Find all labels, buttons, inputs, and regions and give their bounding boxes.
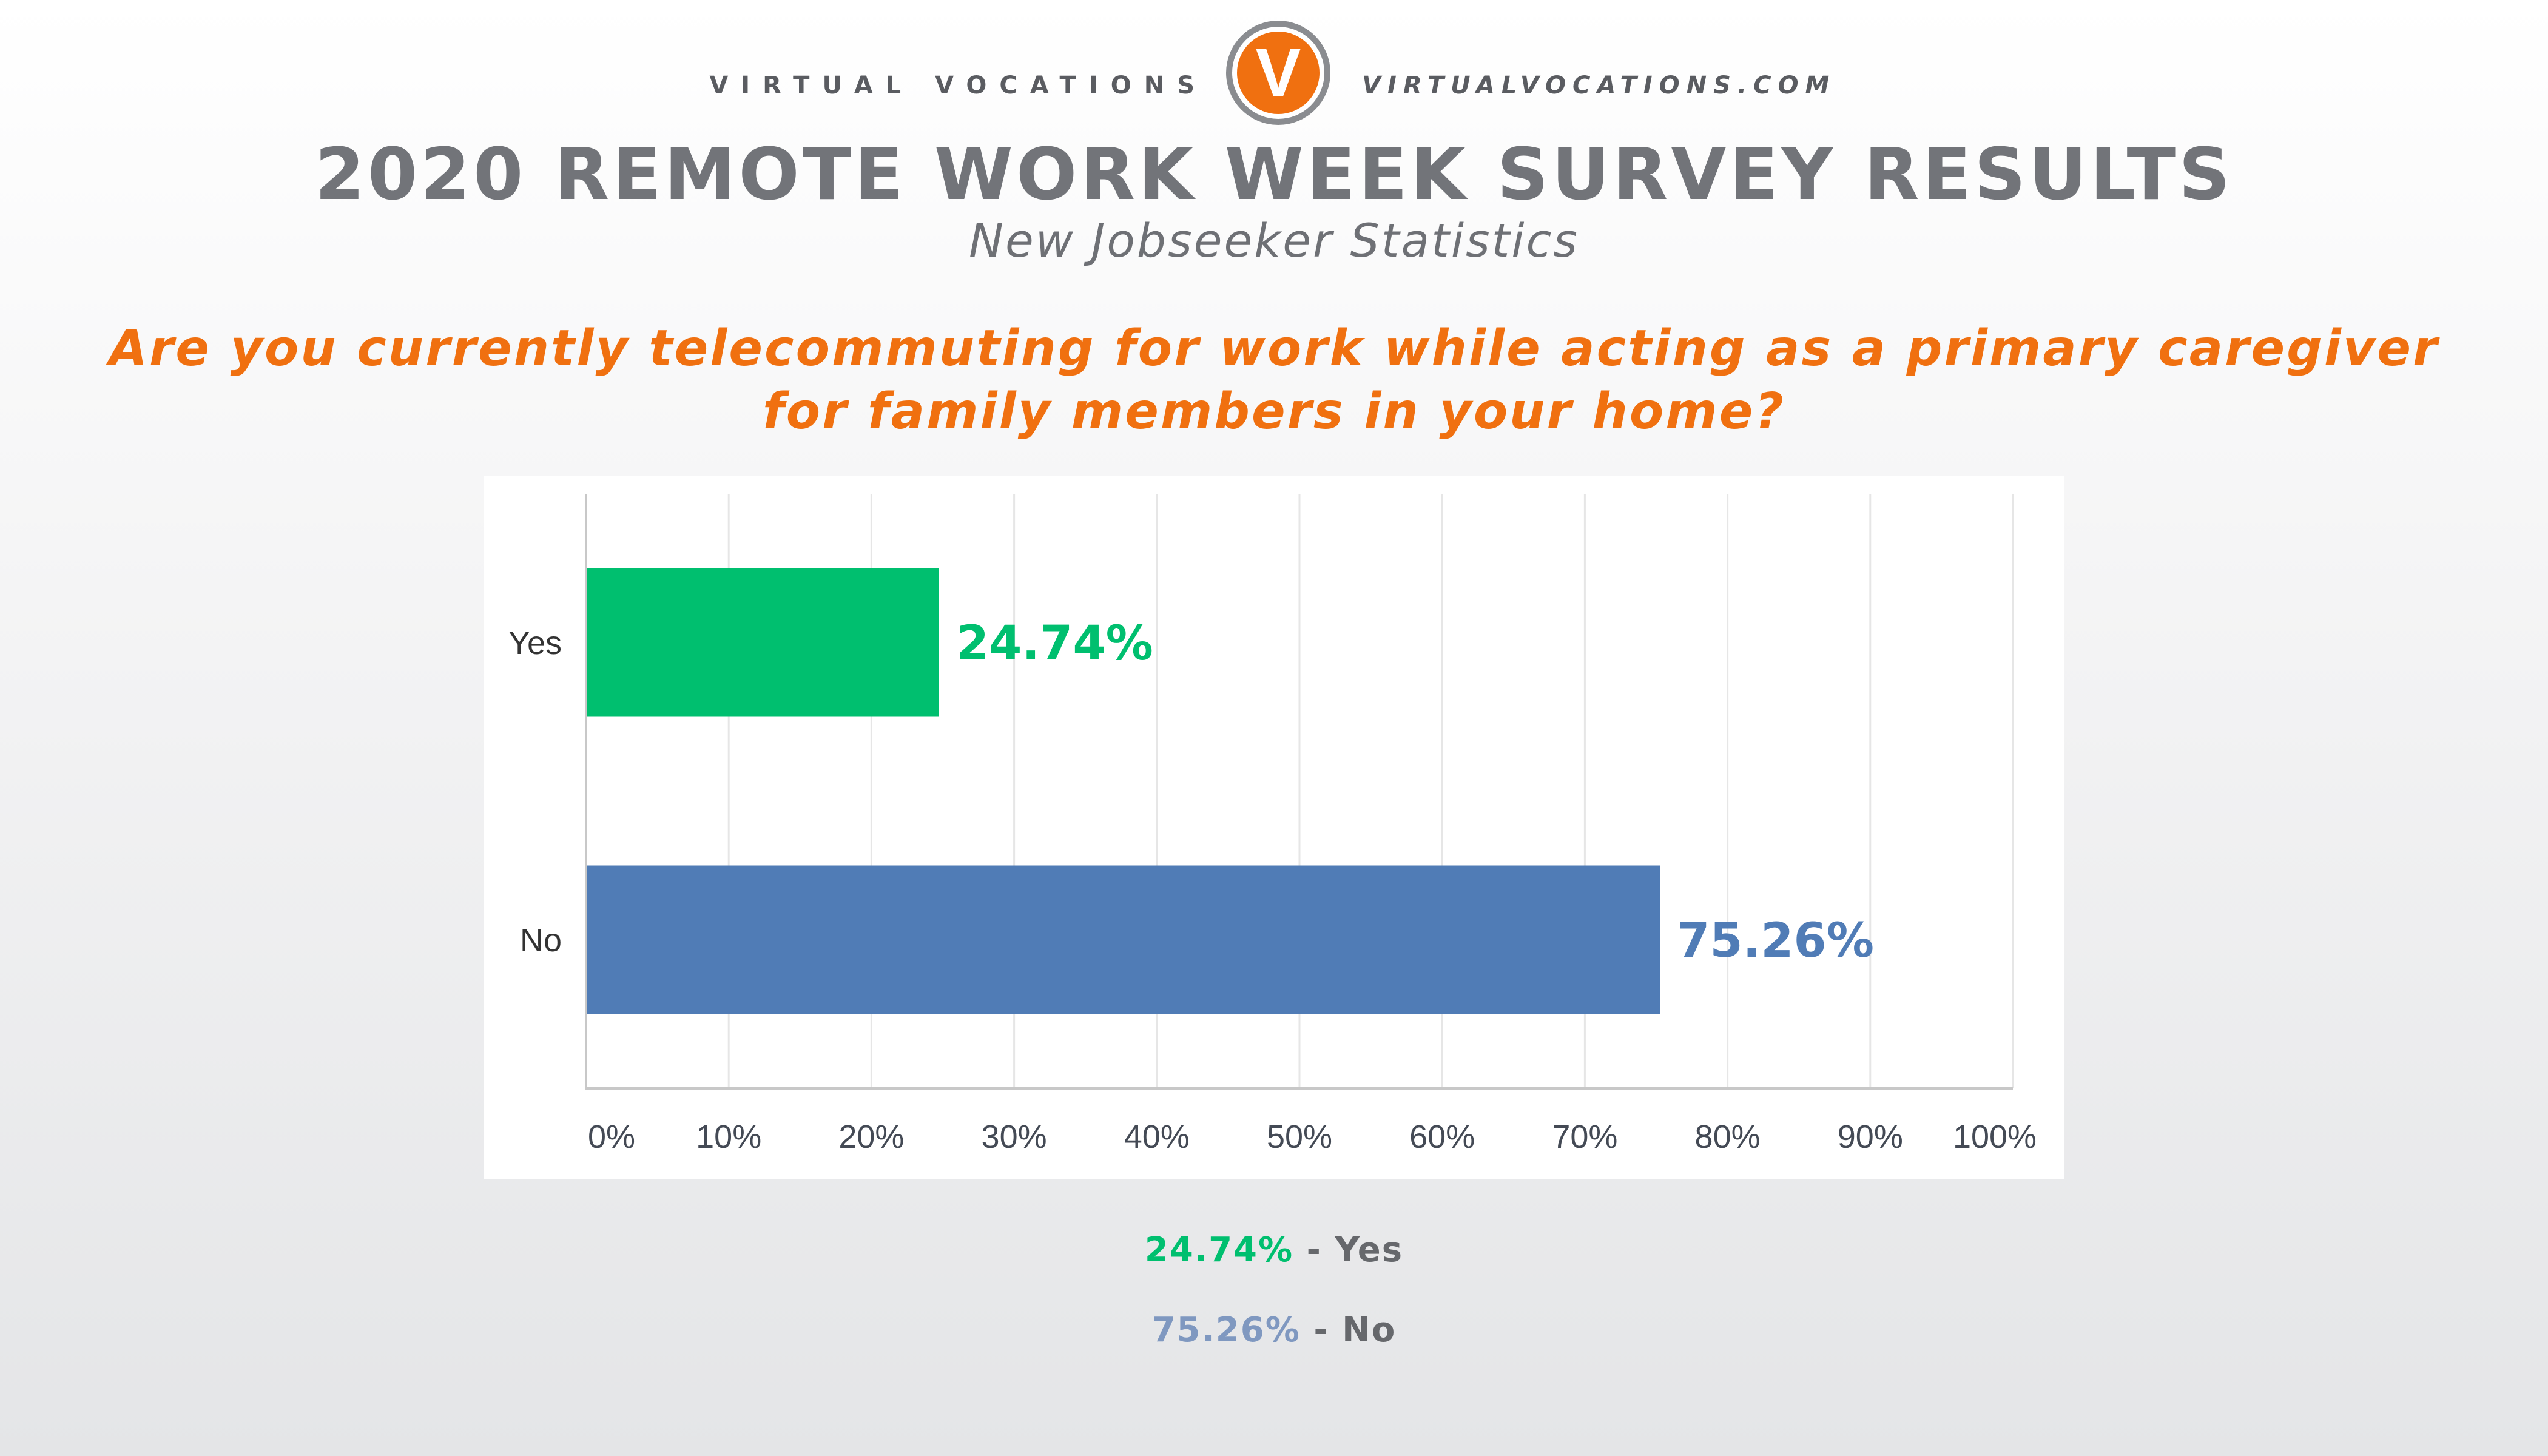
brand-name: VIRTUAL VOCATIONS <box>709 72 1207 99</box>
question-line-2: for family members in your home? <box>763 383 1785 440</box>
bar-value-label: 75.26% <box>1677 914 1874 968</box>
bar-no <box>586 865 1660 1014</box>
brand-row: VIRTUAL VOCATIONS V VIRTUALVOCATIONS.COM <box>0 18 2548 133</box>
x-tick-label: 10% <box>696 1119 761 1155</box>
legend-yes-separator: - <box>1293 1230 1335 1270</box>
legend-yes-value: 24.74% <box>1144 1230 1294 1270</box>
question-line-1: Are you currently telecommuting for work… <box>109 320 2439 377</box>
bar-value-label: 24.74% <box>956 616 1153 671</box>
legend-no: 75.26% - No <box>0 1310 2548 1350</box>
x-tick-label: 60% <box>1409 1119 1475 1155</box>
legend-yes-label: Yes <box>1335 1230 1404 1270</box>
x-tick-label: 100% <box>1953 1119 2037 1155</box>
bar-yes <box>586 568 939 717</box>
survey-question: Are you currently telecommuting for work… <box>0 317 2548 443</box>
x-tick-label: 90% <box>1838 1119 1903 1155</box>
x-tick-label: 0% <box>588 1119 635 1155</box>
page-title: 2020 REMOTE WORK WEEK SURVEY RESULTS <box>314 132 2234 216</box>
category-label: Yes <box>508 625 562 661</box>
legend-no-value: 75.26% <box>1151 1310 1301 1350</box>
x-tick-label: 80% <box>1695 1119 1761 1155</box>
legend-no-separator: - <box>1300 1310 1343 1350</box>
brand-website: VIRTUALVOCATIONS.COM <box>1362 72 1836 99</box>
legend-yes: 24.74% - Yes <box>0 1230 2548 1270</box>
category-label: No <box>520 922 562 959</box>
bar-chart: 24.74% Yes 75.26% No 0% 10% 20% 30% 40% 50% 60% 70%… <box>508 494 2037 1155</box>
virtual-vocations-logo-icon: V <box>1226 21 1330 125</box>
x-tick-label: 30% <box>982 1119 1047 1155</box>
bar-chart-panel: 24.74% Yes 75.26% No 0% 10% 20% 30% 40% 50% 60% 70%… <box>484 476 2064 1179</box>
x-tick-label: 20% <box>838 1119 904 1155</box>
x-tick-label: 50% <box>1267 1119 1332 1155</box>
legend-no-label: No <box>1342 1310 1397 1350</box>
logo-letter: V <box>1256 35 1301 110</box>
x-tick-label: 70% <box>1552 1119 1617 1155</box>
page-subtitle: New Jobseeker Statistics <box>969 214 1579 268</box>
x-tick-label: 40% <box>1124 1119 1190 1155</box>
